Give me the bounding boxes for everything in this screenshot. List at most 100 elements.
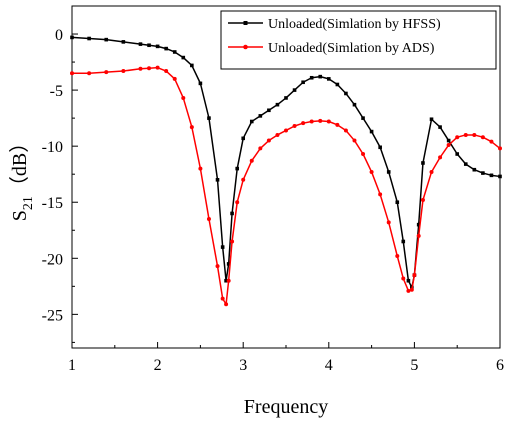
y-axis-title-subscript: 21 bbox=[21, 196, 36, 210]
data-point bbox=[335, 122, 340, 127]
data-point bbox=[463, 162, 468, 166]
data-point bbox=[352, 138, 357, 143]
data-point bbox=[386, 220, 391, 225]
y-axis-title: S21（dB） bbox=[8, 133, 36, 221]
data-point bbox=[369, 169, 374, 174]
data-point bbox=[138, 42, 143, 46]
data-point bbox=[395, 200, 400, 205]
data-point bbox=[226, 278, 231, 283]
data-point bbox=[258, 146, 263, 151]
data-point bbox=[489, 139, 494, 144]
data-point bbox=[498, 174, 502, 179]
data-point bbox=[220, 296, 225, 301]
data-point bbox=[335, 82, 340, 87]
data-point bbox=[215, 264, 220, 269]
data-point bbox=[301, 121, 306, 126]
data-point bbox=[87, 36, 91, 41]
data-point bbox=[220, 245, 225, 249]
data-point bbox=[241, 177, 246, 182]
y-tick-label: -10 bbox=[42, 139, 63, 156]
y-tick-label: -25 bbox=[42, 307, 63, 324]
data-point bbox=[70, 35, 74, 40]
data-point bbox=[235, 166, 240, 171]
data-point bbox=[87, 71, 92, 76]
data-point bbox=[121, 40, 126, 44]
data-point bbox=[275, 102, 280, 107]
data-point bbox=[266, 138, 271, 143]
y-axis-title-base: S bbox=[9, 210, 31, 221]
data-point bbox=[224, 302, 229, 307]
data-point bbox=[147, 66, 152, 71]
data-point bbox=[292, 123, 297, 128]
legend-label-ads: Unloaded(Simlation by ADS) bbox=[268, 41, 435, 56]
series-line bbox=[72, 66, 501, 306]
data-point bbox=[181, 95, 186, 100]
data-point bbox=[343, 128, 348, 133]
data-point bbox=[224, 278, 228, 283]
data-point bbox=[406, 278, 411, 283]
data-point bbox=[138, 66, 143, 71]
legend: Unloaded(Simlation by HFSS) Unloaded(Sim… bbox=[220, 10, 497, 70]
y-tick-label: 0 bbox=[55, 27, 63, 44]
data-point bbox=[489, 173, 494, 178]
data-point bbox=[378, 192, 383, 197]
data-point bbox=[438, 125, 442, 129]
data-point bbox=[406, 288, 411, 293]
data-point bbox=[275, 132, 280, 137]
data-point bbox=[190, 63, 194, 68]
data-point bbox=[420, 197, 425, 202]
data-point bbox=[172, 50, 177, 54]
data-point bbox=[318, 74, 323, 79]
data-point bbox=[421, 161, 425, 165]
data-point bbox=[284, 128, 288, 133]
legend-marker-ads bbox=[243, 44, 248, 50]
data-point bbox=[395, 254, 400, 259]
data-point bbox=[104, 37, 109, 42]
data-point bbox=[258, 114, 263, 118]
x-axis-title: Frequency bbox=[244, 396, 328, 418]
data-point bbox=[198, 166, 203, 171]
data-point bbox=[386, 170, 391, 174]
data-point bbox=[344, 91, 348, 96]
data-point bbox=[104, 70, 109, 75]
data-point bbox=[292, 88, 297, 92]
data-point bbox=[70, 71, 74, 76]
data-point bbox=[207, 116, 211, 120]
data-point bbox=[226, 262, 231, 266]
series-line bbox=[71, 36, 501, 289]
data-point bbox=[455, 135, 460, 140]
data-point bbox=[181, 55, 186, 60]
data-point bbox=[412, 273, 417, 278]
data-point bbox=[416, 233, 421, 238]
y-tick-label: -15 bbox=[42, 195, 63, 212]
data-point bbox=[284, 96, 288, 100]
data-point bbox=[369, 129, 374, 134]
data-point bbox=[249, 119, 254, 124]
data-point bbox=[446, 143, 451, 148]
data-point bbox=[155, 65, 160, 70]
legend-label-hfss: Unloaded(Simlation by HFSS) bbox=[268, 17, 441, 32]
data-point bbox=[189, 125, 194, 130]
y-tick-label: -20 bbox=[42, 251, 63, 268]
data-point bbox=[230, 211, 234, 216]
x-tick-label: 3 bbox=[239, 357, 247, 374]
data-point bbox=[326, 119, 331, 124]
series-group bbox=[70, 35, 502, 307]
data-point bbox=[164, 46, 168, 51]
data-point bbox=[309, 75, 314, 80]
axis-ticks: 1 2 3 4 5 6 0 -5 -10 -15 -20 -25 bbox=[42, 5, 504, 374]
data-point bbox=[267, 108, 271, 113]
data-point bbox=[481, 171, 485, 175]
data-point bbox=[438, 155, 443, 160]
data-point bbox=[416, 222, 421, 227]
data-point bbox=[164, 69, 169, 74]
legend-marker-hfss bbox=[243, 21, 248, 25]
data-point bbox=[301, 80, 305, 85]
data-point bbox=[429, 117, 434, 122]
data-point bbox=[206, 217, 211, 222]
data-point bbox=[215, 178, 220, 182]
data-point bbox=[155, 44, 160, 49]
data-point bbox=[361, 152, 366, 157]
data-point bbox=[309, 119, 314, 124]
y-tick-label: -5 bbox=[50, 83, 63, 100]
